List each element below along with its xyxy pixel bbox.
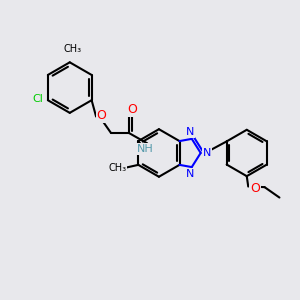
Text: NH: NH [137,144,154,154]
Text: N: N [186,127,194,137]
Text: CH₃: CH₃ [64,44,82,54]
Text: N: N [186,169,194,178]
Text: O: O [128,103,137,116]
Text: N: N [203,148,212,158]
Text: CH₃: CH₃ [109,163,127,173]
Text: O: O [250,182,260,194]
Text: O: O [97,109,106,122]
Text: Cl: Cl [32,94,43,104]
